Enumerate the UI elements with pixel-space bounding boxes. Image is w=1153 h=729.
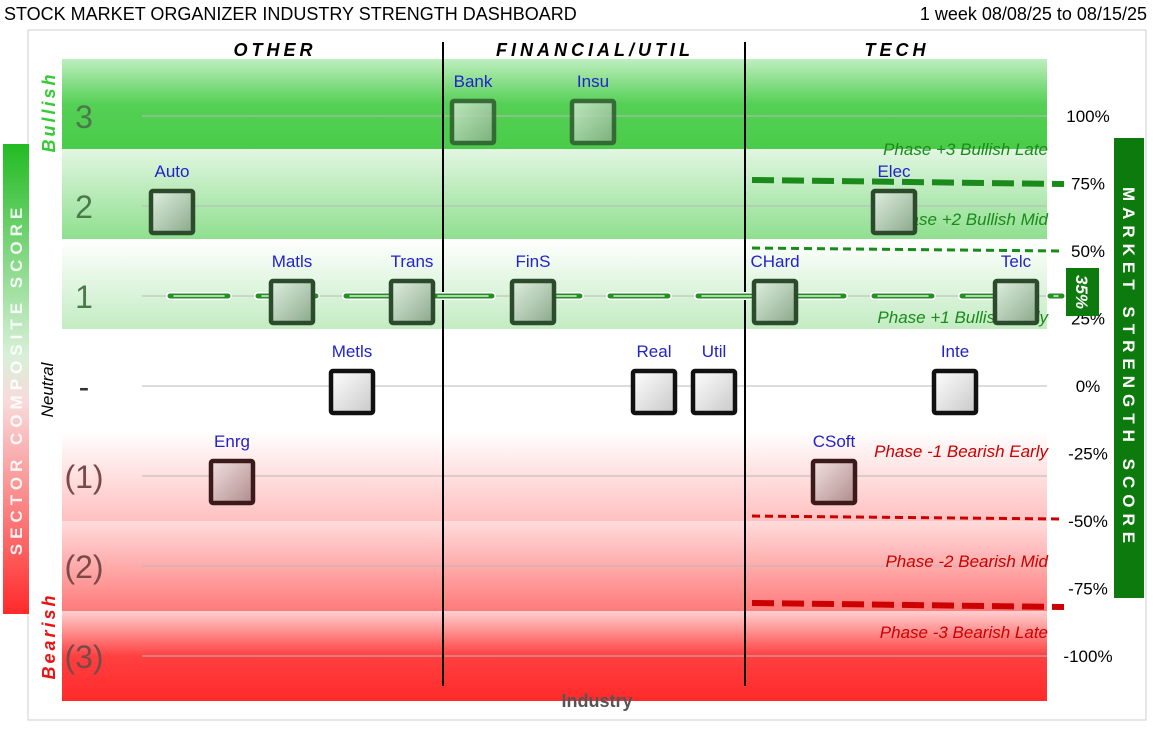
industry-marker-box	[870, 188, 918, 236]
industry-label: Telc	[1001, 252, 1032, 271]
industry-marker-real: Real	[630, 342, 678, 416]
industry-marker-fins: FinS	[509, 252, 557, 326]
industry-marker-matls: Matls	[268, 252, 316, 326]
left-tick-label: 3	[75, 99, 93, 135]
industry-marker-trans: Trans	[388, 252, 436, 326]
industry-marker-box	[992, 278, 1040, 326]
right-tick-label: 75%	[1071, 175, 1105, 194]
band-score-3	[62, 59, 1047, 149]
industry-marker-box	[509, 278, 557, 326]
industry-marker-box	[810, 458, 858, 506]
x-axis-label: Industry	[561, 691, 632, 711]
left-tick-label: (3)	[64, 639, 103, 675]
industry-marker-telc: Telc	[992, 252, 1040, 326]
right-tick-label: 0%	[1076, 377, 1101, 396]
industry-marker-chard: CHard	[750, 252, 800, 326]
industry-label: Auto	[155, 162, 190, 181]
sector-header-other: OTHER	[234, 40, 317, 60]
threshold-line	[751, 246, 1065, 253]
bearish-label: Bearish	[39, 592, 59, 679]
industry-marker-auto: Auto	[148, 162, 196, 236]
industry-marker-box	[208, 458, 256, 506]
sector-composite-score-bar	[3, 144, 29, 614]
phase-label: Phase +2 Bullish Mid	[889, 210, 1049, 229]
left-tick-label: 2	[75, 189, 93, 225]
threshold-line	[751, 600, 1065, 610]
industry-label: Metls	[332, 342, 373, 361]
phase-label: Phase -1 Bearish Early	[874, 442, 1049, 461]
industry-marker-box	[449, 98, 497, 146]
right-tick-label: 50%	[1071, 242, 1105, 261]
industry-marker-box	[690, 368, 738, 416]
threshold-line	[751, 177, 1065, 187]
industry-label: Util	[702, 342, 727, 361]
right-tick-label: -100%	[1063, 647, 1112, 666]
industry-marker-elec: Elec	[870, 162, 918, 236]
industry-marker-box	[751, 278, 799, 326]
industry-marker-csoft: CSoft	[810, 432, 858, 506]
industry-label: Inte	[941, 342, 969, 361]
market-strength-badge	[1066, 268, 1099, 316]
industry-marker-metls: Metls	[328, 342, 376, 416]
phase-label: Phase -2 Bearish Mid	[885, 552, 1048, 571]
left-tick-label: -	[79, 369, 90, 405]
industry-label: CHard	[750, 252, 799, 271]
industry-label: CSoft	[813, 432, 856, 451]
right-tick-label: -75%	[1068, 580, 1108, 599]
right-axis-ticks: 100%75%50%25%0%-25%-50%-75%-100%	[1063, 107, 1112, 666]
market-strength-value: 35%	[1072, 275, 1091, 309]
left-axis-ticks: 3 2 1 - (1) (2) (3)	[64, 99, 103, 675]
dashboard-title: STOCK MARKET ORGANIZER INDUSTRY STRENGTH…	[4, 4, 577, 24]
phase-labels: Phase +3 Bullish Late Phase +2 Bullish Mi…	[874, 140, 1049, 642]
industry-label: Elec	[877, 162, 911, 181]
market-strength-score-bar	[1114, 138, 1144, 598]
sector-header-tech: TECH	[865, 40, 930, 60]
sector-header-financial-util: FINANCIAL/UTIL	[496, 40, 694, 60]
threshold-line	[751, 514, 1065, 521]
phase-threshold-lines	[751, 177, 1065, 610]
phase-label: Phase +3 Bullish Late	[883, 140, 1048, 159]
industry-label: Matls	[272, 252, 313, 271]
right-axis-label: MARKET STRENGTH SCORE	[1119, 187, 1138, 549]
date-range: 1 week 08/08/25 to 08/15/25	[919, 4, 1147, 24]
industry-marker-bank: Bank	[449, 72, 497, 146]
left-axis-label: SECTOR COMPOSITE SCORE	[7, 203, 26, 555]
bullish-label: Bullish	[39, 71, 59, 152]
industry-marker-insu: Insu	[569, 72, 617, 146]
industry-label: Trans	[391, 252, 434, 271]
neutral-label: Neutral	[38, 361, 57, 417]
industry-marker-box	[268, 278, 316, 326]
industry-marker-box	[148, 188, 196, 236]
industry-label: Enrg	[214, 432, 250, 451]
industry-marker-box	[388, 278, 436, 326]
right-tick-label: -25%	[1068, 445, 1108, 464]
right-tick-label: 100%	[1066, 107, 1109, 126]
industry-marker-util: Util	[690, 342, 738, 416]
industry-markers: Auto Matls Trans Metls Enrg Bank Insu FinS Real U…	[148, 72, 1040, 506]
left-tick-label: 1	[75, 279, 93, 315]
industry-marker-box	[931, 368, 979, 416]
phase-label: Phase -3 Bearish Late	[880, 623, 1048, 642]
left-tick-label: (1)	[64, 459, 103, 495]
industry-marker-box	[569, 98, 617, 146]
industry-marker-box	[328, 368, 376, 416]
industry-marker-inte: Inte	[931, 342, 979, 416]
industry-label: Insu	[577, 72, 609, 91]
industry-label: FinS	[516, 252, 551, 271]
industry-marker-enrg: Enrg	[208, 432, 256, 506]
industry-label: Real	[637, 342, 672, 361]
industry-marker-box	[630, 368, 678, 416]
right-tick-label: -50%	[1068, 512, 1108, 531]
left-tick-label: (2)	[64, 549, 103, 585]
industry-label: Bank	[454, 72, 493, 91]
